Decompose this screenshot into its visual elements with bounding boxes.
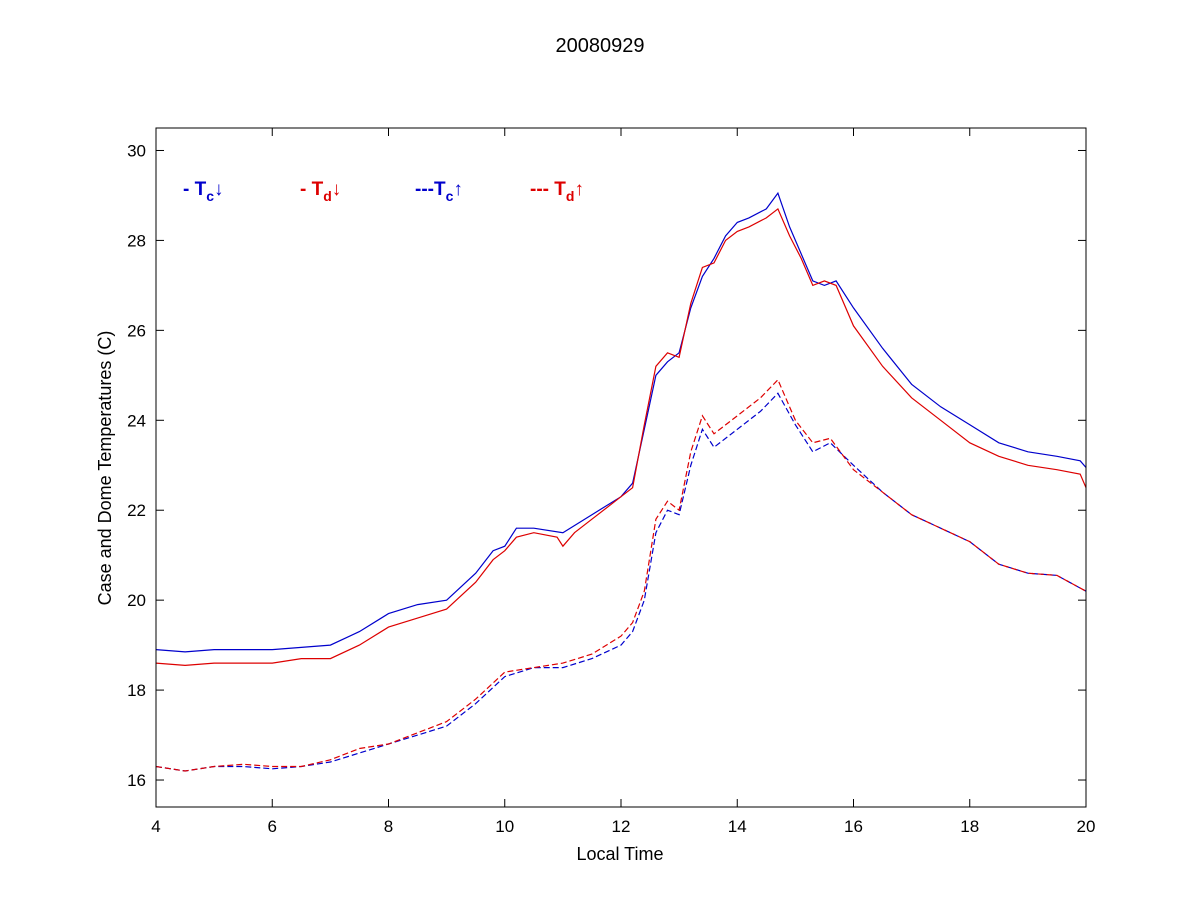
legend-subscript: d: [566, 188, 575, 204]
x-tick-label: 8: [384, 817, 393, 836]
y-tick-label: 26: [127, 321, 146, 340]
x-tick-label: 14: [728, 817, 747, 836]
x-tick-label: 4: [151, 817, 160, 836]
legend-entry-4: --- Td↑: [530, 179, 584, 204]
legend-entry-3: ---Tc↑: [415, 179, 463, 204]
plot-area: [156, 128, 1086, 807]
legend-subscript: c: [446, 188, 454, 204]
x-tick-label: 18: [960, 817, 979, 836]
legend: - Tc↓ - Td↓ ---Tc↑ --- Td↑: [183, 179, 584, 204]
x-tick-label: 10: [495, 817, 514, 836]
y-tick-label: 24: [127, 411, 146, 430]
legend-prefix: --- T: [530, 179, 566, 200]
series-line-3: [155, 392, 1087, 772]
ticks-layer: 4 6 8 10 12 14 16 18 20 16 18 20 22 24 26 28 30: [127, 128, 1095, 836]
legend-arrow: ↓: [214, 179, 224, 200]
y-tick-label: 18: [127, 681, 146, 700]
series-line-4: [155, 378, 1087, 772]
x-tick-label: 16: [844, 817, 863, 836]
series-line-1: [155, 191, 1087, 653]
legend-prefix: - T: [183, 179, 207, 200]
x-tick-label: 20: [1077, 817, 1096, 836]
legend-arrow: ↑: [453, 179, 463, 200]
legend-entry-2: - Td↓: [300, 179, 341, 204]
y-axis-label: Case and Dome Temperatures (C): [95, 331, 115, 606]
chart-title: 20080929: [556, 35, 645, 57]
legend-entry-1: - Tc↓: [183, 179, 224, 204]
legend-prefix: ---T: [415, 179, 446, 200]
legend-arrow: ↑: [574, 179, 584, 200]
x-tick-label: 6: [268, 817, 277, 836]
legend-arrow: ↓: [332, 179, 342, 200]
series-line-2: [155, 207, 1087, 667]
y-tick-label: 20: [127, 591, 146, 610]
x-axis-label: Local Time: [576, 844, 663, 864]
y-tick-label: 16: [127, 771, 146, 790]
y-tick-label: 28: [127, 231, 146, 250]
legend-subscript: d: [323, 188, 332, 204]
y-tick-label: 22: [127, 501, 146, 520]
legend-prefix: - T: [300, 179, 324, 200]
x-tick-label: 12: [612, 817, 631, 836]
legend-subscript: c: [206, 188, 214, 204]
series-layer: [155, 191, 1087, 772]
y-tick-label: 30: [127, 141, 146, 160]
